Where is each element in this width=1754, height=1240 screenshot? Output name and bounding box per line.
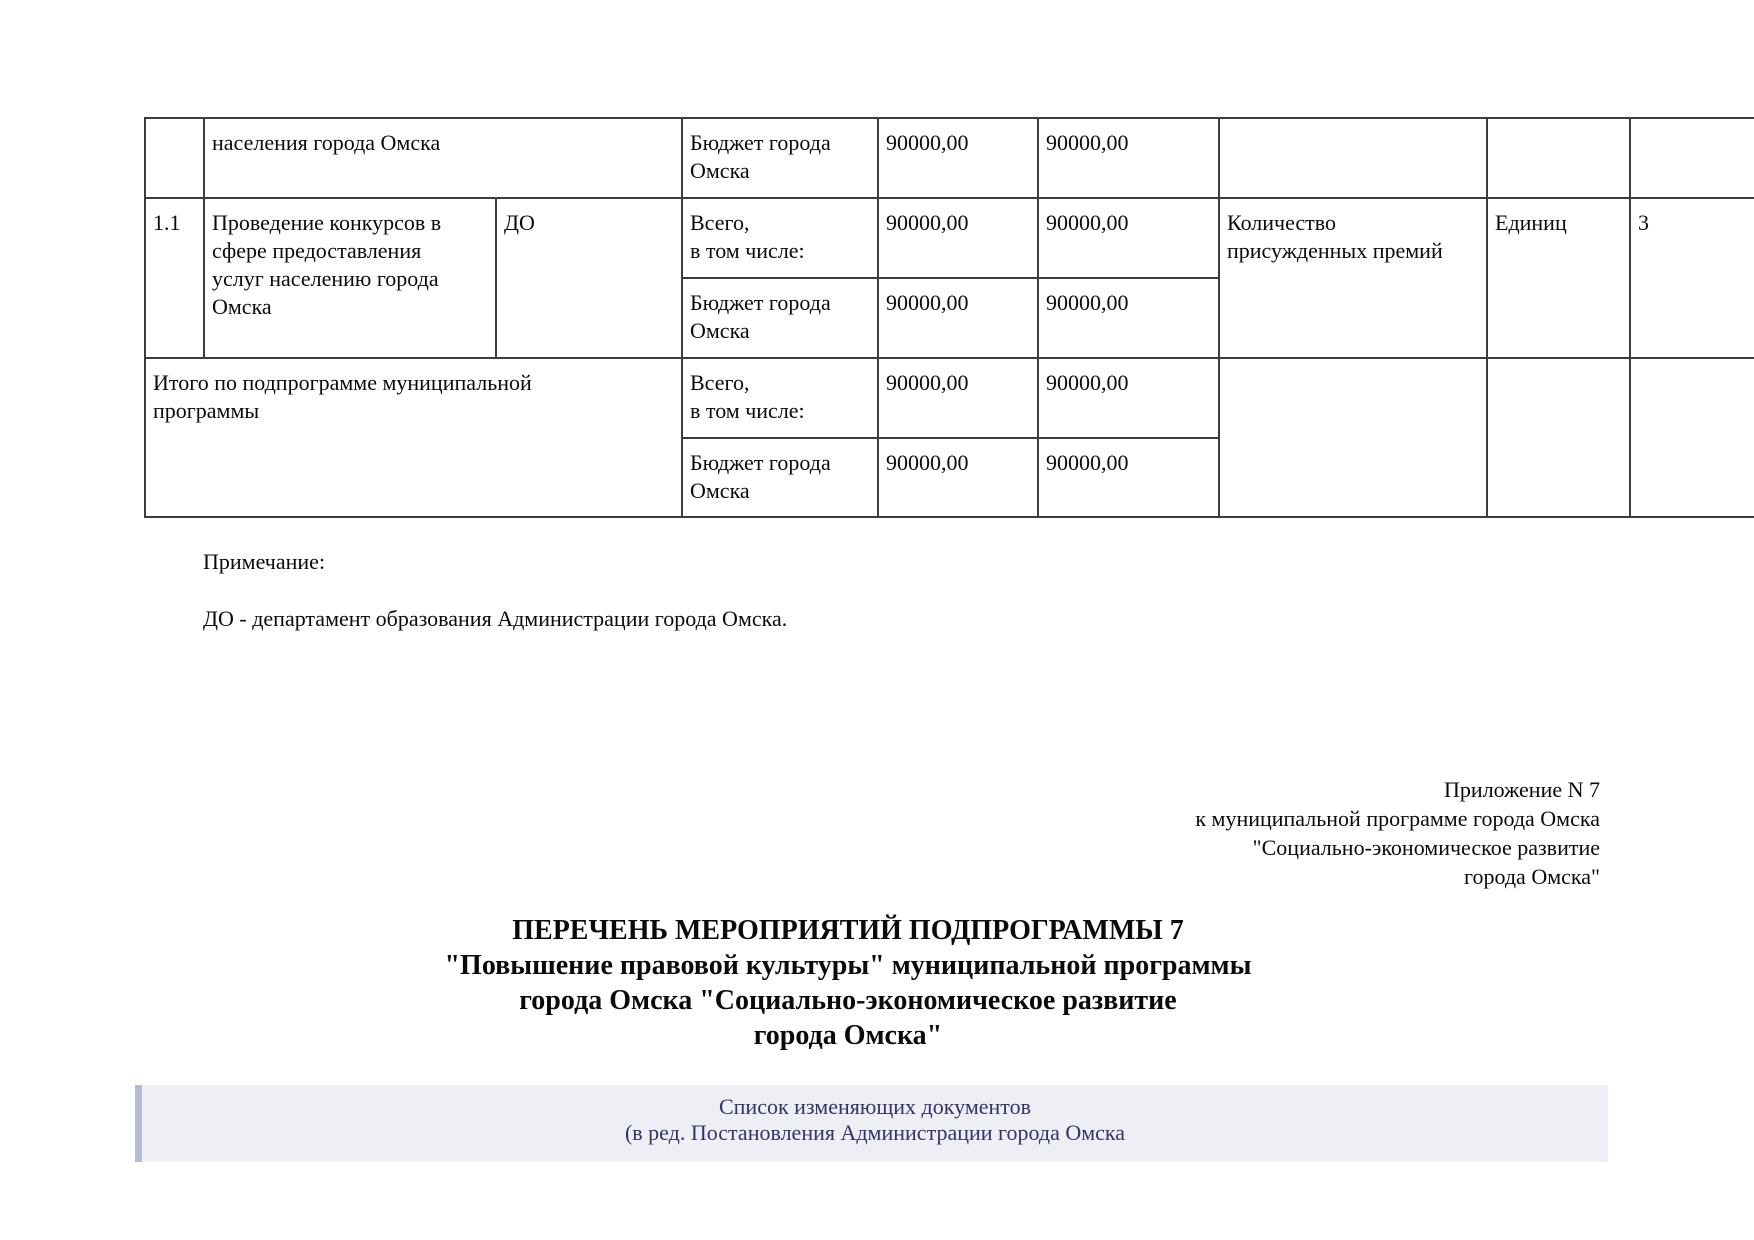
cell-amount-year: 90000,00 bbox=[1037, 357, 1220, 439]
appendix-line: города Омска" bbox=[1464, 864, 1600, 889]
cell-amount-year: 90000,00 bbox=[1037, 437, 1220, 518]
cell-indicator-empty bbox=[1218, 117, 1488, 199]
cell-amount-year: 90000,00 bbox=[1037, 117, 1220, 199]
note-body: ДО - департамент образования Администрац… bbox=[203, 606, 788, 631]
cell-indicator: Количество присужденных премий bbox=[1218, 197, 1488, 359]
cell-amount-total: 90000,00 bbox=[877, 357, 1039, 439]
cell-amount-year: 90000,00 bbox=[1037, 277, 1220, 359]
program-measures-table: населения города Омска Бюджет города Омс… bbox=[144, 117, 1754, 518]
cell-unit: Единиц bbox=[1486, 197, 1631, 359]
page-title-line: ПЕРЕЧЕНЬ МЕРОПРИЯТИЙ ПОДПРОГРАММЫ 7 bbox=[512, 915, 1184, 946]
page-title: ПЕРЕЧЕНЬ МЕРОПРИЯТИЙ ПОДПРОГРАММЫ 7 "Пов… bbox=[348, 913, 1348, 1053]
table-row-1-1-budget: Бюджет города Омска 90000,00 90000,00 bbox=[145, 277, 1754, 359]
cell-amount-total: 90000,00 bbox=[877, 197, 1039, 279]
cell-amount-total: 90000,00 bbox=[877, 277, 1039, 359]
table-row-1-1-total: 1.1 Проведение конкурсов в сфере предост… bbox=[144, 197, 1754, 359]
table-row-total: Итого по подпрограмме муниципальной прог… bbox=[144, 357, 1754, 518]
cell-unit-empty bbox=[1486, 357, 1631, 518]
appendix-line: Приложение N 7 bbox=[1444, 777, 1600, 802]
appendix-line: "Социально-экономическое развитие bbox=[1252, 835, 1600, 860]
cell-target-value: 3 bbox=[1629, 197, 1754, 359]
cell-unit-empty bbox=[1486, 117, 1631, 199]
cell-value-empty bbox=[1629, 117, 1754, 199]
amendments-line: (в ред. Постановления Администрации горо… bbox=[624, 1120, 1126, 1145]
table-row-continuation: населения города Омска Бюджет города Омс… bbox=[144, 117, 1754, 199]
cell-activity-continuation: населения города Омска bbox=[203, 117, 683, 199]
cell-amount-year: 90000,00 bbox=[1037, 197, 1220, 279]
note-title: Примечание: bbox=[203, 549, 326, 574]
amendments-line: Список изменяющих документов bbox=[718, 1094, 1031, 1119]
cell-source: Бюджет города Омска bbox=[681, 117, 879, 199]
cell-value-empty bbox=[1629, 357, 1754, 518]
cell-source: Всего, в том числе: bbox=[681, 357, 879, 439]
table-row-total-budget: Бюджет города Омска 90000,00 90000,00 bbox=[145, 437, 1754, 518]
cell-indicator-empty bbox=[1218, 357, 1488, 518]
cell-source: Бюджет города Омска bbox=[681, 437, 879, 518]
cell-number-empty bbox=[144, 117, 205, 199]
appendix-reference: Приложение N 7 к муниципальной программе… bbox=[800, 775, 1600, 891]
cell-executor: ДО bbox=[495, 197, 683, 359]
page-title-line: "Повышение правовой культуры" муниципаль… bbox=[444, 950, 1252, 981]
cell-source: Всего, в том числе: bbox=[681, 197, 879, 279]
cell-activity: Проведение конкурсов в сфере предоставле… bbox=[203, 197, 497, 359]
page-title-line: города Омска" bbox=[753, 1020, 943, 1051]
cell-number: 1.1 bbox=[144, 197, 205, 359]
cell-amount-total: 90000,00 bbox=[877, 437, 1039, 518]
appendix-line: к муниципальной программе города Омска bbox=[1195, 806, 1600, 831]
cell-source: Бюджет города Омска bbox=[681, 277, 879, 359]
amendments-box: Список изменяющих документов (в ред. Пос… bbox=[135, 1085, 1608, 1162]
cell-amount-total: 90000,00 bbox=[877, 117, 1039, 199]
cell-total-label: Итого по подпрограмме муниципальной прог… bbox=[144, 357, 683, 518]
page-title-line: города Омска "Социально-экономическое ра… bbox=[519, 985, 1177, 1016]
